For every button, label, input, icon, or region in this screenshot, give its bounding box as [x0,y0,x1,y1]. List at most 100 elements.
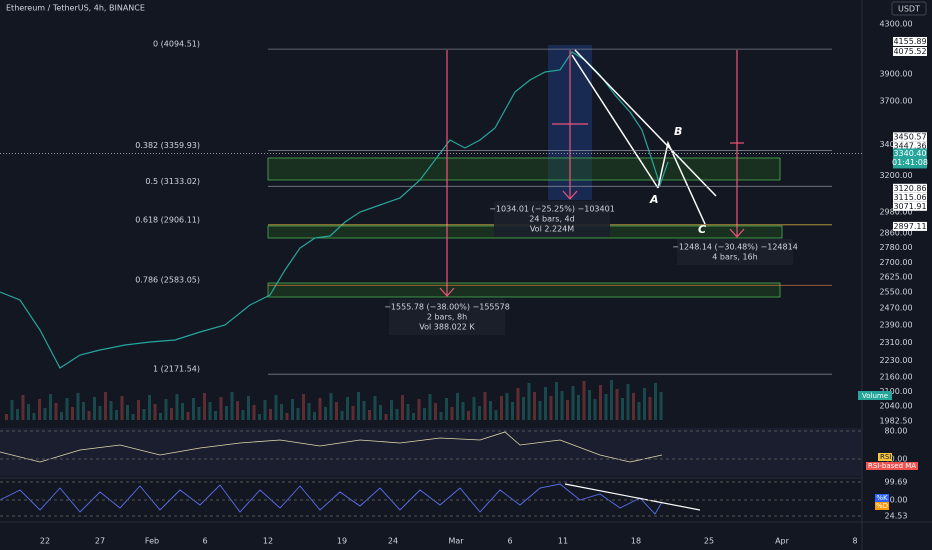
date-tick: Feb [145,537,159,546]
price-badge-text: 4075.52 [893,47,926,56]
volume-bar [434,403,437,420]
volume-bar [54,403,58,420]
volume-bar [318,398,322,420]
volume-bar [98,406,102,420]
price-badge-text: 3120.86 [893,184,926,193]
volume-bar [648,397,652,420]
volume-bar [549,396,553,420]
volume-bar [445,398,448,420]
arrow-head [562,190,578,200]
volume-bar [313,412,316,420]
volume-bar [291,399,294,420]
demand-zone [267,282,781,298]
volume-bar [329,393,333,420]
date-tick: 6 [202,537,207,546]
volume-bar [368,410,371,420]
volume-bar [148,395,151,420]
rsi-badge [878,453,892,461]
price-tick: 2230.00 [879,356,912,365]
volume-bar [412,413,415,420]
abc-path [657,140,706,225]
volume-bar [423,408,426,420]
volume-bar [357,392,360,420]
volume-bar [401,395,404,420]
date-tick: 25 [704,537,714,546]
measure-box [677,239,793,265]
volume-bar [153,404,157,420]
volume-bar [654,383,657,420]
measure-text: Vol 2.224M [530,225,574,234]
volume-bar [362,401,366,420]
volume-bar [307,403,311,420]
volume-bar [247,396,250,420]
rsi-label: RSI-based MA [868,462,916,470]
volume-bar [577,395,580,420]
volume-bar [252,405,256,420]
volume-bar [516,388,520,420]
volume-bar [604,394,608,420]
volume-bar [417,399,421,420]
currency-label[interactable]: USDT [898,5,920,14]
price-badge-text: 3115.06 [893,193,926,202]
volume-bar [560,391,564,420]
volume-bar [126,405,129,420]
volume-bar [505,393,509,420]
volume-bar [632,393,635,420]
volume-bar [186,412,190,420]
volume-bar [522,397,525,420]
volume-bar [5,414,8,420]
stoch-tick: 99.69 [885,478,908,487]
volume-bar [500,396,503,420]
price-badge [893,46,927,56]
price-tick: 3900.00 [879,70,912,79]
measure-text: 4 bars, 16h [712,253,757,262]
volume-bar [335,402,338,420]
volume-bar [566,400,569,420]
volume-bar [588,390,591,420]
volume-bar [27,404,30,420]
volume-bar [219,397,223,420]
price-tick: 2860.00 [879,229,912,238]
currency-button[interactable] [891,1,927,16]
volume-bar [82,402,85,420]
volume-bar [49,394,52,420]
measure-text: 24 bars, 4d [529,215,574,224]
countdown: 01:41:08 [892,158,928,167]
fib-label: 0.5 (3133.02) [145,177,200,186]
volume-bar [16,409,19,420]
volume-bar [544,387,547,420]
volume-bar [599,385,602,420]
rsi-tick: 40.00 [885,455,908,464]
volume-bar [472,397,476,420]
volume-bar [109,401,113,420]
price-tick: 2390.00 [879,321,912,330]
volume-bar [346,397,349,420]
volume-bar [621,398,624,420]
measure-text: −1248.14 (−30.48%) −124814 [672,243,798,252]
volume-bar [571,386,575,420]
volume-bar [38,399,41,420]
volume-bar [236,401,239,420]
pattern-label: B [674,125,682,138]
price-badge-text: 3450.57 [893,132,926,141]
date-tick: 24 [388,537,398,546]
volume-bar [527,383,531,420]
fib-label: 0.382 (3359.93) [135,141,200,150]
fib-label: 0 (4094.51) [153,40,200,49]
rsi-pane [0,428,862,476]
date-tick: 8 [852,537,857,546]
fib-label: 0.618 (2906.11) [135,215,200,224]
volume-bar [93,397,96,420]
price-tick: 2980.00 [879,207,912,216]
price-tick: 4300.00 [879,20,912,29]
volume-bar [351,406,355,420]
volume-bar [104,392,107,420]
volume-bar [159,413,162,420]
volume-bar [263,400,267,420]
volume-bar [87,411,91,420]
date-tick: 18 [631,537,641,546]
price-badge-text: 4155.89 [893,37,926,46]
measure-text: −1034.01 (−25.25%) −103401 [489,205,615,214]
last-price: 3340.40 [893,149,926,158]
